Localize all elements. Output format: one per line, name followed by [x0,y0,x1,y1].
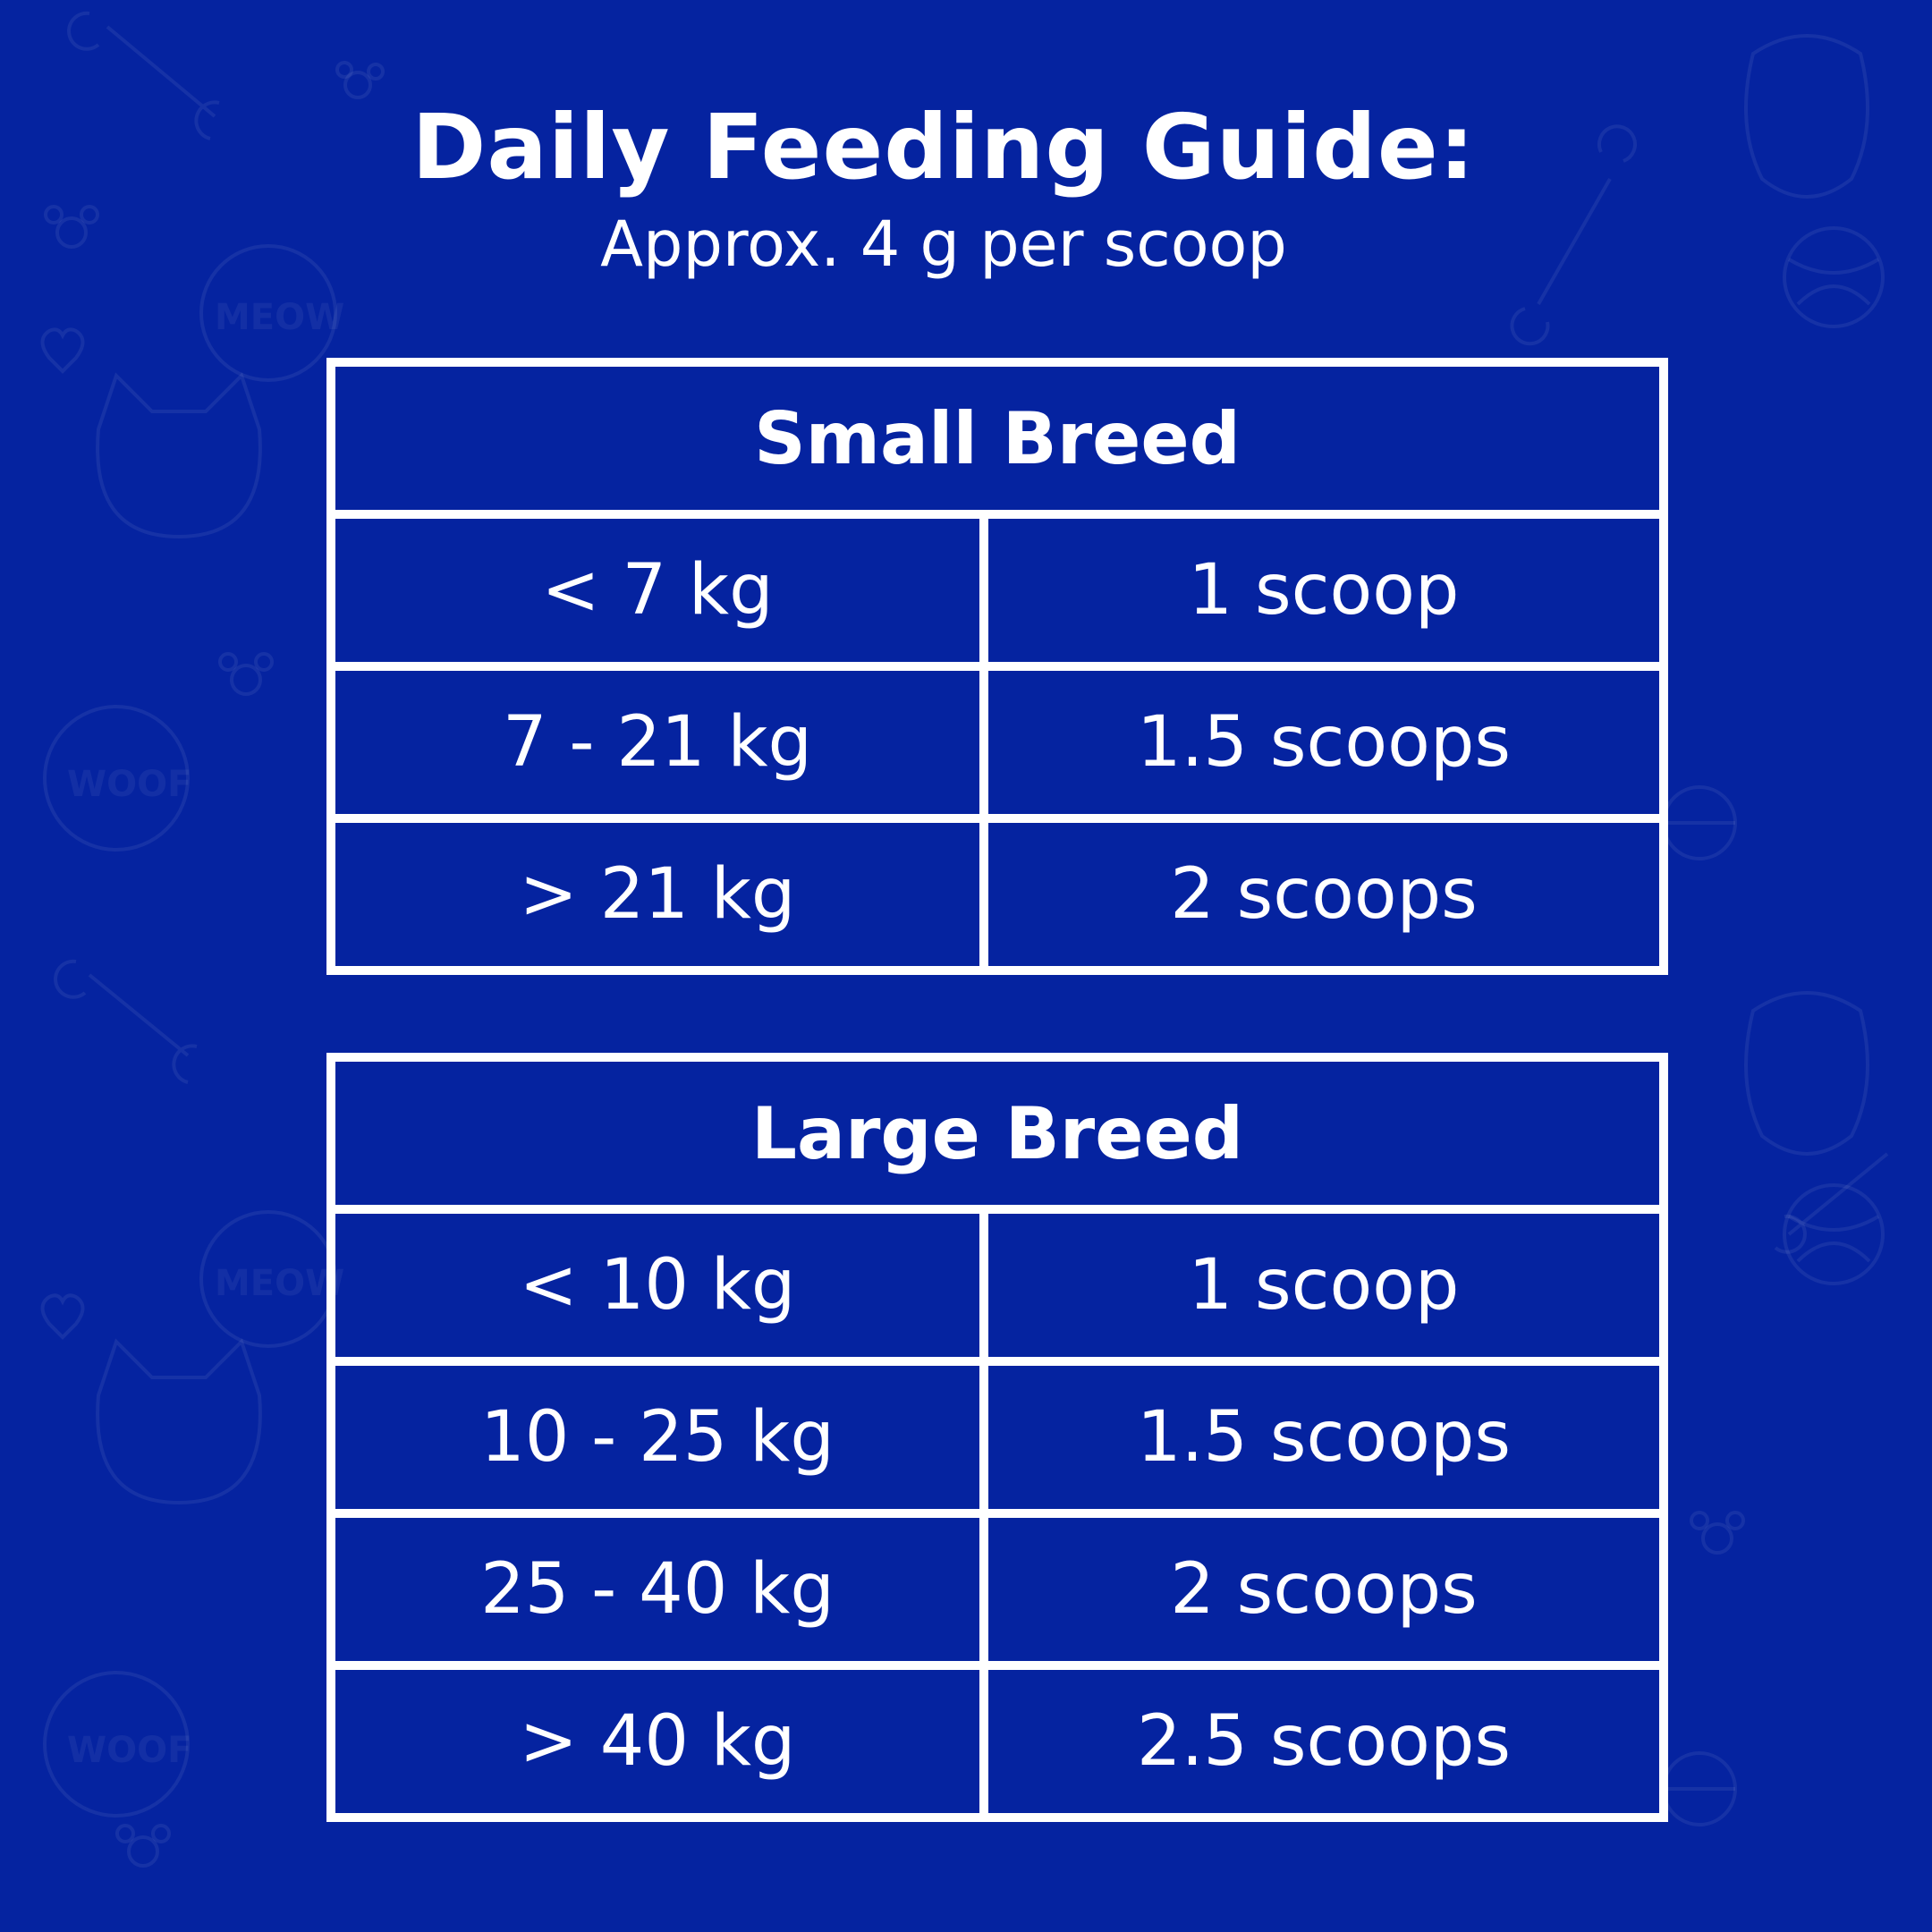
page-title: Daily Feeding Guide: [411,95,1476,199]
paw-icon [218,652,274,696]
weight-cell: 25 - 40 kg [335,1518,988,1661]
bone-icon [1510,124,1637,346]
weight-cell: > 21 kg [335,823,988,966]
amount-cell: 1.5 scoops [1137,1397,1511,1478]
weight-cell: 7 - 21 kg [335,671,988,814]
table-row: > 40 kg 2.5 scoops [335,1670,1659,1813]
large-breed-heading: Large Breed [335,1062,1659,1214]
svg-text:MEOW: MEOW [215,1263,344,1304]
speech-bubble-icon: MEOW [199,244,344,382]
speech-bubble-icon: WOOF [43,705,191,852]
ball-icon [1662,1751,1737,1826]
small-breed-table: Small Breed < 7 kg 1 scoop 7 - 21 kg 1.5… [326,358,1668,975]
weight-cell: 10 - 25 kg [335,1366,988,1509]
table-row: > 21 kg 2 scoops [335,823,1659,966]
weight-cell: < 10 kg [335,1214,988,1357]
amount-cell: 2.5 scoops [1137,1701,1511,1782]
paw-icon [1690,1511,1745,1555]
table-row: < 7 kg 1 scoop [335,519,1659,671]
paw-icon [115,1824,171,1868]
large-breed-table: Large Breed < 10 kg 1 scoop 10 - 25 kg 1… [326,1053,1668,1822]
ball-icon [1662,785,1737,860]
yarn-ball-icon [1783,1183,1885,1285]
svg-text:WOOF: WOOF [67,764,191,805]
bone-icon [54,959,198,1084]
amount-cell: 2 scoops [1170,1549,1478,1630]
weight-cell: > 40 kg [335,1670,988,1813]
cat-face-icon [96,372,262,539]
table-row: 25 - 40 kg 2 scoops [335,1518,1659,1670]
table-row: < 10 kg 1 scoop [335,1214,1659,1366]
dog-face-icon [1744,991,1869,1156]
cat-face-icon [96,1338,262,1505]
yarn-ball-icon [1783,226,1885,328]
amount-cell: 1 scoop [1188,1245,1460,1326]
bone-icon [1774,1152,1889,1254]
page-subtitle: Approx. 4 g per scoop [600,208,1287,281]
speech-bubble-icon: MEOW [199,1210,344,1348]
table-row: 7 - 21 kg 1.5 scoops [335,671,1659,823]
speech-bubble-icon: WOOF [43,1671,191,1818]
weight-cell: < 7 kg [335,519,988,662]
svg-text:MEOW: MEOW [215,297,344,338]
heart-icon [40,327,85,374]
dog-face-icon [1744,34,1869,199]
paw-icon [335,61,385,99]
amount-cell: 1.5 scoops [1137,702,1511,783]
table-row: 10 - 25 kg 1.5 scoops [335,1366,1659,1518]
amount-cell: 1 scoop [1188,550,1460,631]
paw-icon [44,205,99,249]
amount-cell: 2 scoops [1170,854,1478,935]
svg-text:WOOF: WOOF [67,1730,191,1771]
small-breed-heading: Small Breed [335,367,1659,519]
bone-icon [67,11,220,140]
heart-icon [40,1293,85,1340]
